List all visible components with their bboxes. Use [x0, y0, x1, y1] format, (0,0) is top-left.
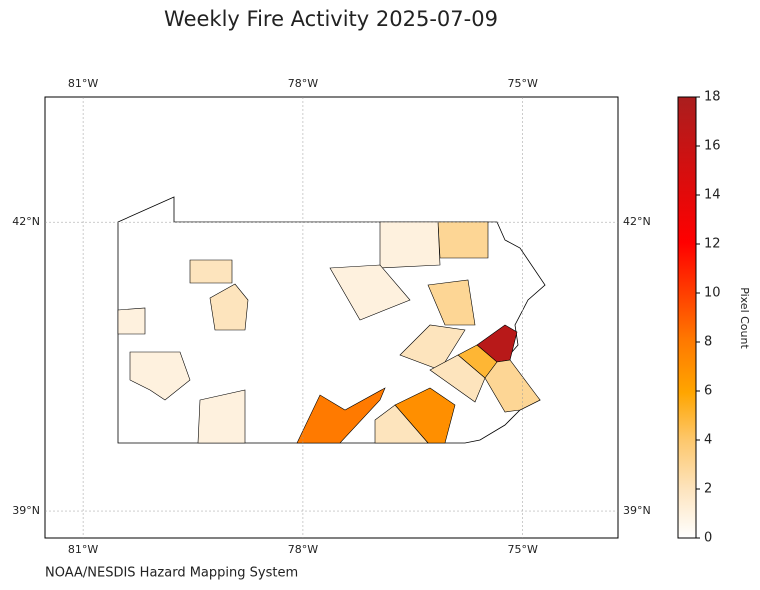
map-layer — [117, 196, 546, 444]
county — [296, 387, 386, 444]
colorbar-tick-label: 16 — [704, 139, 721, 154]
x-tick-label: 78°W — [288, 77, 318, 90]
x-tick-label: 75°W — [508, 543, 538, 556]
county — [209, 283, 249, 331]
county — [379, 221, 441, 269]
map-frame — [44, 96, 619, 539]
county — [374, 404, 429, 444]
county — [329, 264, 411, 321]
colorbar-tick-label: 2 — [704, 482, 712, 497]
colorbar-label: Pixel Count — [738, 287, 751, 349]
county — [427, 279, 476, 326]
county — [189, 259, 233, 284]
colorbar-tick-label: 10 — [704, 286, 721, 301]
x-tick-label: 81°W — [68, 543, 98, 556]
x-tick-label: 78°W — [288, 543, 318, 556]
county — [437, 221, 489, 259]
county — [117, 307, 146, 335]
colorbar-tick-label: 6 — [704, 384, 712, 399]
colorbar-tick-label: 18 — [704, 90, 721, 105]
y-tick-label: 39°N — [12, 504, 40, 517]
source-text: NOAA/NESDIS Hazard Mapping System — [45, 566, 298, 581]
y-tick-label: 42°N — [623, 215, 651, 228]
x-tick-label: 75°W — [508, 77, 538, 90]
colorbar-tick-label: 14 — [704, 188, 721, 203]
colorbar-tick-label: 12 — [704, 237, 721, 252]
county — [429, 354, 486, 403]
y-tick-label: 42°N — [12, 215, 40, 228]
county — [484, 359, 541, 413]
x-tick-label: 81°W — [68, 77, 98, 90]
y-tick-label: 39°N — [623, 504, 651, 517]
colorbar-tick-label: 0 — [704, 531, 712, 546]
county — [399, 324, 466, 371]
county — [129, 351, 191, 401]
colorbar — [677, 96, 697, 539]
colorbar-tick-label: 8 — [704, 335, 712, 350]
colorbar-tick-label: 4 — [704, 433, 712, 448]
map-title: Weekly Fire Activity 2025-07-09 — [164, 7, 498, 31]
county — [197, 389, 246, 444]
